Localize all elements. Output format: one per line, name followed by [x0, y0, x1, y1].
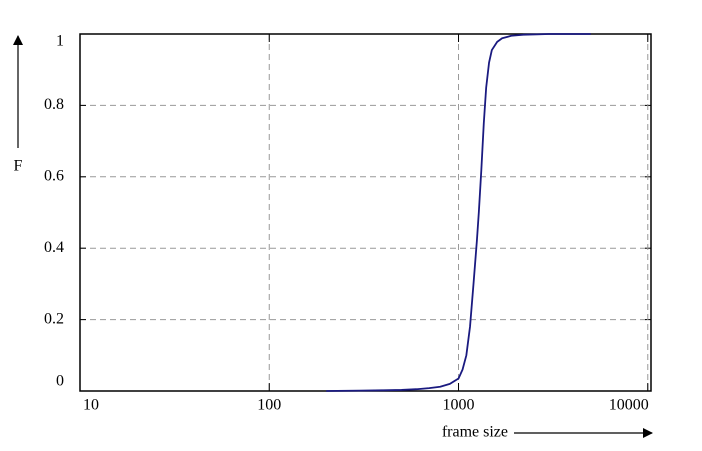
y-tick-label: 0.8 [44, 96, 64, 113]
y-tick-label: 0.4 [44, 239, 64, 256]
y-tick-label: 0 [56, 373, 64, 390]
x-tick-label: 1000 [443, 397, 475, 414]
x-tick-label: 10000 [609, 397, 649, 414]
y-tick-label: 1 [56, 33, 64, 50]
plot-frame [79, 33, 652, 392]
x-tick-label: 10 [83, 397, 99, 414]
x-axis-label: frame size [442, 424, 508, 441]
y-tick-label: 0.6 [44, 167, 64, 184]
y-axis-label: F [14, 158, 23, 175]
y-tick-label: 0.2 [44, 310, 64, 327]
cdf-line [326, 33, 591, 392]
x-tick-label: 100 [257, 397, 281, 414]
